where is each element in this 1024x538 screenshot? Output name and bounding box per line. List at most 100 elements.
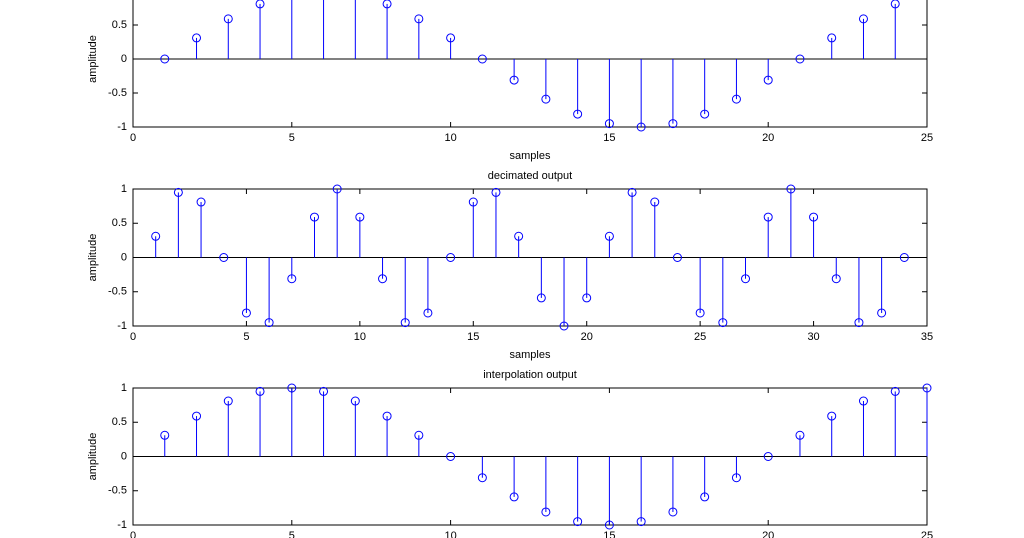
x-tick-label: 15 (467, 331, 479, 343)
x-tick-label: 0 (130, 331, 136, 343)
stem-marker (355, 212, 365, 222)
stem-marker (509, 492, 519, 502)
x-tick-label: 15 (603, 132, 615, 144)
stem-marker (700, 492, 710, 502)
stem-marker (541, 94, 551, 104)
x-tick-label: 20 (762, 530, 774, 538)
stem-marker (350, 396, 360, 406)
y-tick-label: -0.5 (108, 485, 127, 497)
y-tick-label: 1 (121, 382, 127, 394)
x-tick-label: 30 (807, 331, 819, 343)
stem-marker (255, 0, 265, 9)
stem-marker (382, 411, 392, 421)
stem-marker (795, 54, 805, 64)
x-tick-label: 25 (921, 530, 933, 538)
stem-marker (731, 473, 741, 483)
stem-marker (627, 187, 637, 197)
stem-marker (636, 122, 646, 132)
stem-marker (382, 0, 392, 9)
stem-marker (400, 318, 410, 328)
y-axis-label: amplitude (87, 433, 99, 481)
stem-marker (786, 184, 796, 194)
stem-marker (255, 386, 265, 396)
x-tick-label: 15 (603, 530, 615, 538)
stem-marker (827, 411, 837, 421)
stem-marker (468, 197, 478, 207)
stem-marker (763, 452, 773, 461)
stem-marker (192, 33, 202, 43)
stem-marker (695, 308, 705, 318)
chart-title: interpolation output (483, 369, 577, 381)
y-tick-label: -0.5 (108, 87, 127, 99)
stem-marker (809, 212, 819, 222)
stem-marker (922, 383, 932, 393)
x-tick-label: 10 (354, 331, 366, 343)
stem-marker (477, 54, 487, 64)
x-tick-label: 35 (921, 331, 933, 343)
axes-box (132, 0, 928, 128)
stem-marker (700, 109, 710, 119)
stem-marker (477, 473, 487, 483)
y-tick-label: -1 (117, 121, 127, 133)
stem-marker (582, 293, 592, 303)
stem-marker (223, 14, 233, 24)
stem-marker (536, 293, 546, 303)
y-tick-label: -1 (117, 519, 127, 531)
stem-marker (604, 520, 614, 530)
stem-marker (414, 430, 424, 440)
y-tick-label: 0.5 (112, 416, 127, 428)
stem-marker (731, 94, 741, 104)
stem-marker (514, 231, 524, 241)
stem-marker (795, 430, 805, 440)
stem-marker (160, 430, 170, 440)
stem-marker (151, 231, 161, 241)
stem-marker (858, 396, 868, 406)
x-tick-label: 5 (289, 132, 295, 144)
y-tick-label: 0.5 (112, 19, 127, 31)
x-tick-label: 0 (130, 530, 136, 538)
stem-marker (573, 517, 583, 527)
chart-title: decimated output (488, 170, 572, 182)
y-tick-label: -0.5 (108, 286, 127, 298)
x-axis-label: samples (510, 349, 551, 361)
stem-marker (763, 75, 773, 85)
x-tick-label: 0 (130, 132, 136, 144)
x-tick-label: 25 (694, 331, 706, 343)
stem-marker (160, 54, 170, 64)
stem-marker (264, 318, 274, 328)
stem-marker (491, 187, 501, 197)
y-axis-label: amplitude (87, 234, 99, 282)
stem-marker (636, 517, 646, 527)
stem-marker (604, 231, 614, 241)
x-tick-label: 5 (289, 530, 295, 538)
stem-marker (668, 507, 678, 517)
stem-marker (196, 197, 206, 207)
stem-marker (309, 212, 319, 222)
stem-marker (219, 253, 229, 262)
stem-marker (287, 274, 297, 284)
x-tick-label: 25 (921, 132, 933, 144)
stem-marker (827, 33, 837, 43)
stem-marker (414, 14, 424, 24)
stem-marker (650, 197, 660, 207)
stem-marker (446, 33, 456, 43)
y-tick-label: -1 (117, 320, 127, 332)
stem-marker (854, 318, 864, 328)
x-tick-label: 5 (243, 331, 249, 343)
x-tick-label: 20 (762, 132, 774, 144)
y-axis-label: amplitude (87, 35, 99, 83)
stem-marker (287, 383, 297, 393)
stem-marker (541, 507, 551, 517)
stem-marker (890, 0, 900, 9)
stem-marker (604, 119, 614, 129)
x-axis-label: samples (510, 150, 551, 162)
stem-marker (718, 318, 728, 328)
stem-marker (319, 386, 329, 396)
stem-marker (509, 75, 519, 85)
stem-marker (192, 411, 202, 421)
stem-marker (877, 308, 887, 318)
y-tick-label: 0 (121, 53, 127, 65)
stem-marker (899, 253, 909, 262)
stem-marker (378, 274, 388, 284)
